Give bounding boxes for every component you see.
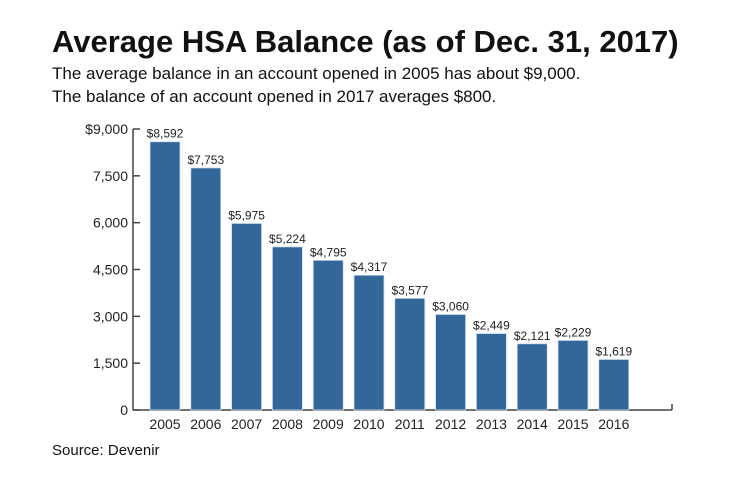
bar-2013	[475, 333, 507, 411]
x-tick-label: 2013	[476, 416, 507, 432]
bar-2015	[557, 340, 589, 411]
data-label: $1,619	[595, 344, 632, 358]
bar-2014	[516, 343, 548, 411]
x-tick-label: 2015	[557, 416, 588, 432]
x-tick-label: 2012	[435, 416, 466, 432]
y-tick-label: 1,500	[93, 355, 128, 371]
bar-2008	[271, 246, 303, 411]
chart-subtitle-line-1: The average balance in an account opened…	[52, 64, 581, 83]
source-note: Source: Devenir	[52, 442, 160, 459]
y-tick-label: 7,500	[93, 168, 128, 184]
y-tick-label: 0	[120, 402, 128, 418]
x-tick-label: 2006	[190, 416, 221, 432]
bar-2011	[394, 297, 426, 411]
bar-2016	[598, 359, 630, 411]
data-label: $4,795	[310, 245, 347, 259]
x-tick-label: 2009	[313, 416, 344, 432]
data-label: $2,121	[514, 329, 551, 343]
x-tick-label: 2016	[598, 416, 629, 432]
bar-2009	[312, 259, 344, 411]
x-tick-label: 2011	[395, 416, 425, 432]
data-label: $2,449	[473, 319, 510, 333]
data-label: $5,224	[269, 232, 306, 246]
data-label: $2,229	[555, 325, 592, 339]
data-label: $4,317	[351, 260, 388, 274]
x-tick-label: 2005	[149, 416, 180, 432]
y-tick-label: 6,000	[93, 215, 128, 231]
x-tick-label: 2008	[272, 416, 303, 432]
y-tick-label: 4,500	[93, 262, 128, 278]
data-label: $8,592	[147, 127, 184, 141]
chart-subtitle-line-2: The balance of an account opened in 2017…	[52, 87, 497, 106]
data-label: $3,577	[391, 283, 428, 297]
chart-title: Average HSA Balance (as of Dec. 31, 2017…	[52, 24, 679, 59]
data-label: $5,975	[228, 208, 265, 222]
bar-2005	[149, 141, 181, 411]
bar-2006	[190, 167, 222, 411]
bar-2010	[353, 274, 385, 411]
x-tick-label: 2007	[231, 416, 262, 432]
y-tick-label: 3,000	[93, 308, 128, 324]
y-tick-label: $9,000	[85, 121, 128, 137]
x-tick-label: 2014	[517, 416, 548, 432]
x-tick-label: 2010	[353, 416, 384, 432]
data-label: $7,753	[187, 153, 224, 167]
data-label: $3,060	[432, 299, 469, 313]
bar-2007	[231, 223, 263, 411]
bar-2012	[435, 314, 467, 411]
